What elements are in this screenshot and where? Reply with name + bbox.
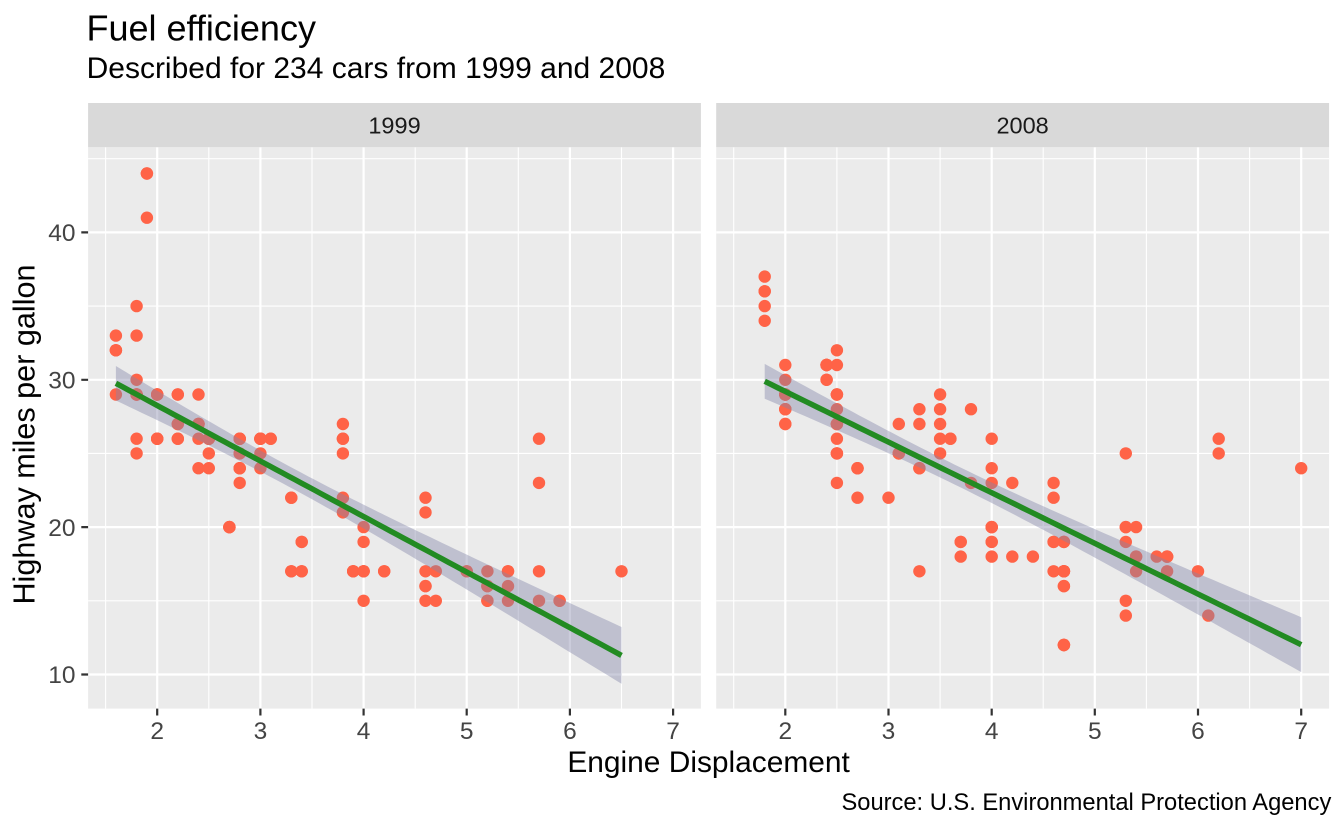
svg-text:20: 20 <box>48 515 75 542</box>
svg-text:7: 7 <box>666 718 680 745</box>
svg-text:3: 3 <box>254 718 268 745</box>
svg-text:4: 4 <box>985 718 999 745</box>
svg-text:4: 4 <box>357 718 371 745</box>
svg-text:30: 30 <box>48 368 75 395</box>
svg-text:5: 5 <box>460 718 474 745</box>
svg-text:40: 40 <box>48 220 75 247</box>
svg-text:3: 3 <box>882 718 896 745</box>
svg-text:10: 10 <box>48 662 75 689</box>
svg-text:5: 5 <box>1088 718 1102 745</box>
svg-text:Highway miles per gallon: Highway miles per gallon <box>8 264 42 604</box>
svg-text:7: 7 <box>1294 718 1308 745</box>
svg-text:Engine Displacement: Engine Displacement <box>567 746 850 779</box>
svg-text:Fuel efficiency: Fuel efficiency <box>87 8 316 49</box>
svg-text:Source: U.S. Environmental Pro: Source: U.S. Environmental Protection Ag… <box>842 790 1332 816</box>
svg-text:2: 2 <box>150 718 164 745</box>
svg-text:1999: 1999 <box>368 113 420 139</box>
svg-text:6: 6 <box>563 718 577 745</box>
svg-text:2008: 2008 <box>996 113 1048 139</box>
svg-text:6: 6 <box>1191 718 1205 745</box>
svg-text:2: 2 <box>778 718 792 745</box>
svg-text:Described for 234 cars from 19: Described for 234 cars from 1999 and 200… <box>87 52 666 85</box>
